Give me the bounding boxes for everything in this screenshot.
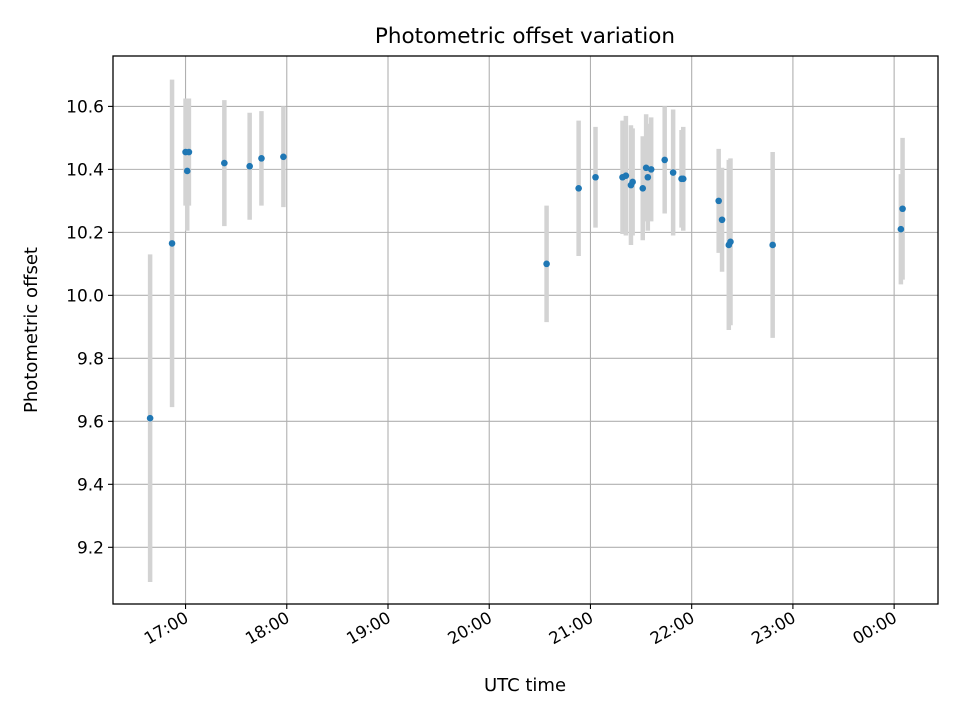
chart-title: Photometric offset variation — [375, 24, 675, 49]
y-tick-label: 10.0 — [66, 286, 104, 306]
data-point — [644, 173, 652, 181]
data-point — [642, 164, 650, 172]
y-tick-label: 9.4 — [77, 475, 104, 495]
y-tick-label: 10.2 — [66, 223, 104, 243]
y-axis-ticks: 9.2 9.4 9.6 9.8 10.0 10.2 10.4 10.6 — [66, 97, 113, 558]
data-point — [769, 241, 776, 249]
y-tick-label: 10.4 — [66, 160, 104, 180]
data-point — [168, 240, 176, 247]
data-point — [185, 148, 193, 156]
data-point — [575, 184, 582, 192]
data-point — [718, 216, 726, 224]
data-point — [715, 197, 722, 205]
y-tick-label: 10.6 — [66, 97, 104, 117]
y-axis-label: Photometric offset — [21, 247, 42, 413]
data-point — [661, 156, 668, 164]
y-tick-label: 9.2 — [77, 538, 104, 558]
data-points — [146, 148, 906, 422]
data-point — [592, 173, 599, 181]
data-point — [183, 167, 191, 175]
data-point — [280, 153, 287, 161]
y-tick-label: 9.6 — [77, 412, 104, 432]
data-point — [897, 225, 905, 233]
data-point — [899, 205, 906, 213]
plot-frame — [112, 55, 939, 605]
data-point — [727, 238, 734, 246]
data-point — [543, 260, 550, 268]
grid-lines — [113, 56, 938, 604]
data-point — [639, 184, 647, 192]
x-axis-label: UTC time — [484, 675, 566, 696]
data-point — [258, 155, 265, 162]
data-point — [669, 169, 677, 176]
data-point — [146, 414, 154, 422]
data-point — [221, 159, 228, 167]
data-point — [629, 178, 636, 186]
data-point — [622, 172, 630, 179]
data-point — [647, 166, 655, 173]
data-point — [246, 162, 253, 170]
y-tick-label: 9.8 — [77, 349, 104, 369]
data-point — [679, 175, 687, 183]
